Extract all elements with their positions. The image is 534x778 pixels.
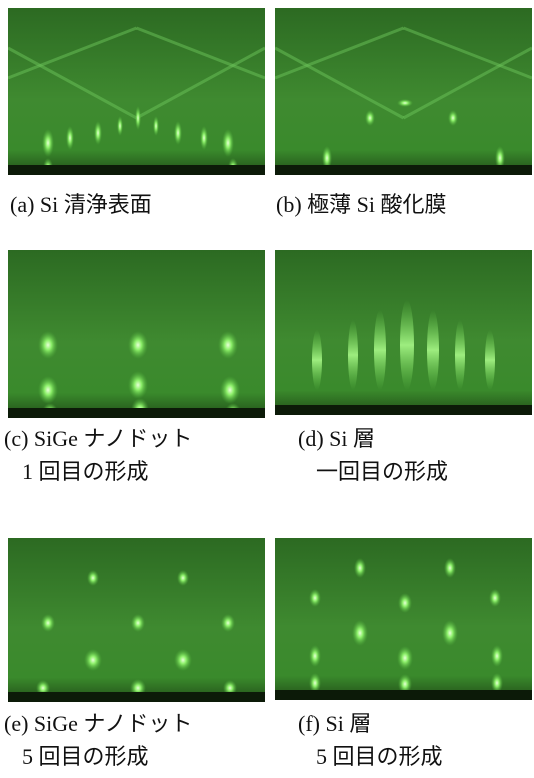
diffraction-spot: [221, 614, 235, 632]
rheed-image: [8, 250, 265, 418]
caption-line: (c) SiGe ナノドット: [4, 422, 192, 455]
diffraction-spot: [485, 330, 495, 390]
rheed-image: [275, 8, 532, 175]
caption-line: 1 回目の形成: [4, 455, 192, 488]
diffraction-spot: [94, 121, 102, 145]
diffraction-spot: [448, 110, 458, 126]
diffraction-spot: [87, 570, 99, 586]
diffraction-spot: [309, 645, 321, 667]
caption-line: (b) 極薄 Si 酸化膜: [276, 188, 447, 221]
caption-line: 一回目の形成: [298, 455, 448, 488]
rheed-image: [275, 538, 532, 700]
shadow-edge: [275, 690, 532, 700]
shadow-edge: [8, 408, 265, 418]
diffraction-spot: [489, 589, 501, 607]
diffraction-spot: [177, 570, 189, 586]
caption-line: 5 回目の形成: [298, 740, 443, 773]
diffraction-spot: [442, 620, 458, 646]
caption-line: (d) Si 層: [298, 422, 448, 455]
diffraction-spot: [352, 620, 368, 646]
diffraction-spot: [131, 614, 145, 632]
diffraction-spot: [42, 129, 54, 157]
diffraction-spot: [222, 129, 234, 157]
shadow-edge: [8, 692, 265, 702]
diffraction-spot: [455, 320, 465, 390]
diffraction-spot: [400, 300, 414, 390]
diffraction-spot: [374, 310, 386, 390]
shadow-edge: [8, 165, 265, 175]
image-background: [275, 8, 532, 175]
diffraction-spot: [38, 331, 58, 359]
caption-line: (f) Si 層: [298, 707, 443, 740]
diffraction-spot: [312, 330, 322, 390]
diffraction-spot: [174, 649, 192, 671]
caption: (b) 極薄 Si 酸化膜: [276, 188, 447, 221]
diffraction-spot: [41, 614, 55, 632]
diffraction-spot: [365, 110, 375, 126]
diffraction-spot: [66, 126, 74, 150]
diffraction-spot: [491, 645, 503, 667]
caption: (a) Si 清浄表面: [10, 188, 152, 221]
diffraction-spot: [128, 331, 148, 359]
diffraction-spot: [153, 116, 159, 136]
diffraction-spot: [309, 589, 321, 607]
diffraction-spot: [354, 558, 366, 578]
diffraction-spot: [220, 376, 240, 404]
caption-line: (a) Si 清浄表面: [10, 188, 152, 221]
diffraction-spot: [397, 646, 413, 670]
shadow-edge: [275, 165, 532, 175]
diffraction-spot: [397, 99, 413, 107]
diffraction-spot: [444, 558, 456, 578]
figure-page: (a) Si 清浄表面 (b) 極薄 Si 酸化膜 (c) SiGe ナノドット1 …: [0, 0, 534, 778]
caption-line: (e) SiGe ナノドット: [4, 707, 192, 740]
rheed-image: [8, 538, 265, 702]
diffraction-spot: [174, 121, 182, 145]
caption-line: 5 回目の形成: [4, 740, 192, 773]
diffraction-spot: [200, 126, 208, 150]
diffraction-spot: [84, 649, 102, 671]
shadow-edge: [275, 405, 532, 415]
rheed-image: [8, 8, 265, 175]
diffraction-spot: [218, 331, 238, 359]
diffraction-spot: [427, 310, 439, 390]
rheed-image: [275, 250, 532, 415]
diffraction-spot: [135, 106, 141, 130]
diffraction-spot: [128, 371, 148, 399]
diffraction-spot: [398, 593, 412, 613]
caption: (d) Si 層一回目の形成: [298, 422, 448, 488]
diffraction-spot: [348, 320, 358, 390]
diffraction-spot: [117, 116, 123, 136]
diffraction-spot: [38, 376, 58, 404]
